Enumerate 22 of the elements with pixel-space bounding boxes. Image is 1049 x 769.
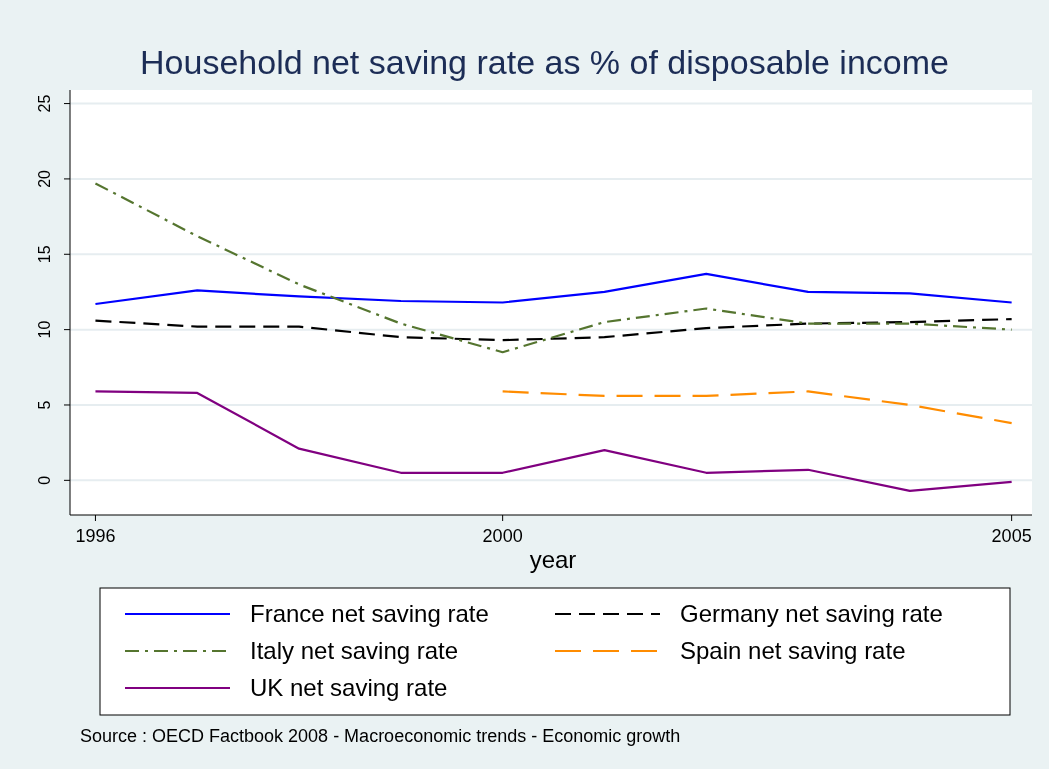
- x-axis-title: year: [529, 546, 577, 573]
- source-note: Source : OECD Factbook 2008 - Macroeconomic trends - Economic growth: [80, 726, 681, 746]
- legend-label: Germany net saving rate: [680, 600, 943, 627]
- legend-label: Italy net saving rate: [250, 637, 459, 664]
- line-series: [501, 390, 1013, 425]
- y-tick-label: 25: [36, 94, 53, 113]
- x-tick-label: 2005: [991, 526, 1032, 546]
- x-tick-label: 1996: [75, 526, 116, 546]
- y-tick-label: 5: [36, 400, 53, 410]
- y-tick-label: 15: [36, 245, 53, 264]
- line-series: [94, 390, 1013, 492]
- x-tick-label: 2000: [482, 526, 523, 546]
- y-tick-label: 10: [36, 320, 53, 339]
- y-tick-label: 20: [36, 169, 53, 188]
- line-series: [94, 182, 1013, 354]
- line-series: [94, 272, 1013, 306]
- y-tick-label: 0: [36, 475, 53, 485]
- legend-label: Spain net saving rate: [680, 637, 906, 664]
- line-series: [94, 317, 1013, 342]
- legend-label: France net saving rate: [250, 600, 489, 627]
- legend-label: UK net saving rate: [250, 674, 448, 701]
- chart-title: Household net saving rate as % of disposable income: [140, 43, 949, 81]
